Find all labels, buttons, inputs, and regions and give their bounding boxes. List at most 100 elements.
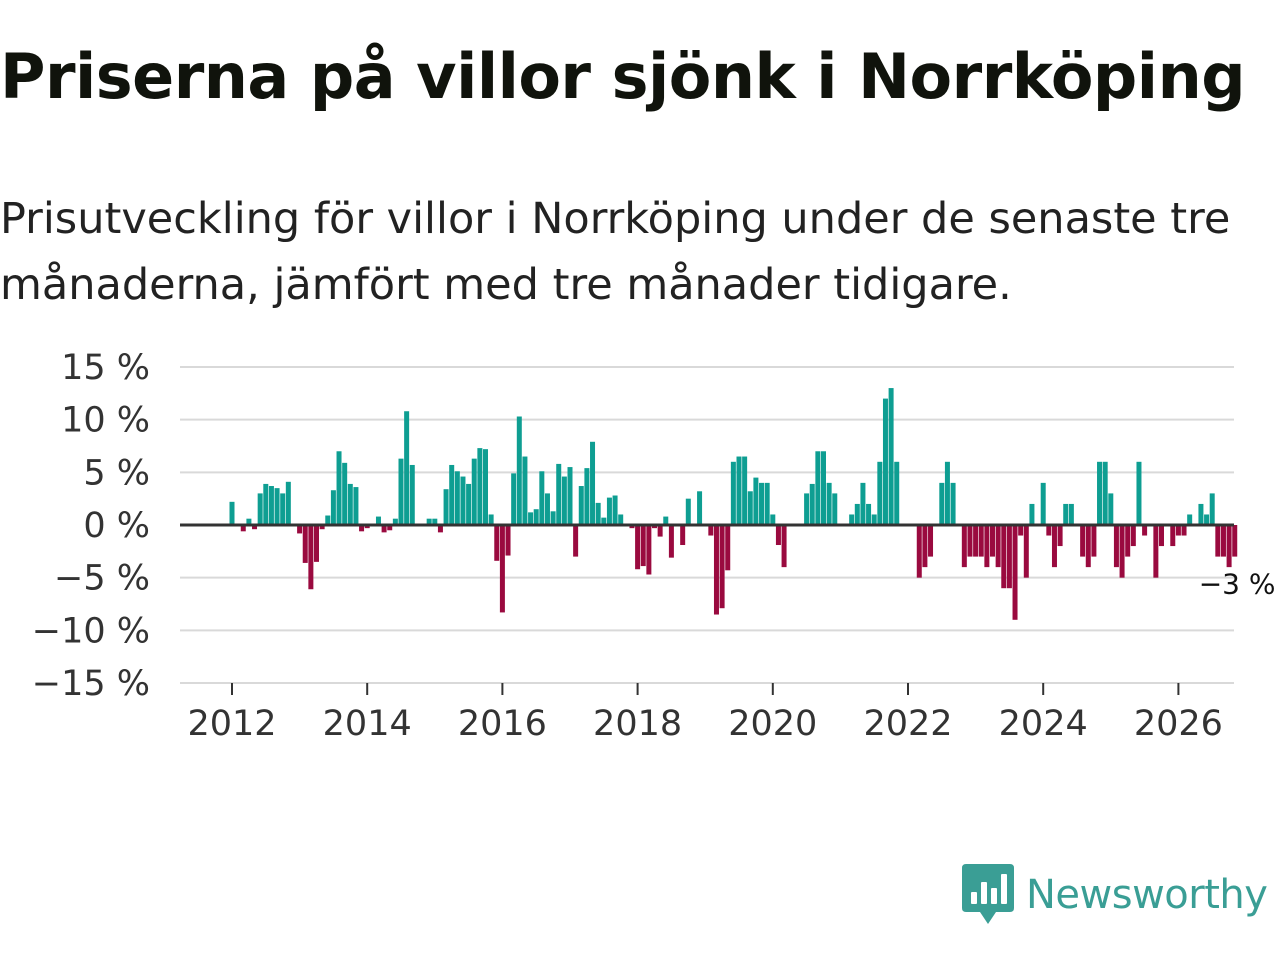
- bar: [995, 525, 1001, 568]
- bar: [770, 514, 776, 525]
- bar: [871, 514, 877, 525]
- bar: [488, 514, 494, 525]
- bar: [528, 512, 534, 525]
- bar: [1204, 514, 1210, 525]
- bar: [1198, 503, 1204, 525]
- x-tick-label: 2020: [728, 704, 817, 744]
- bar: [781, 525, 787, 568]
- bar: [1040, 482, 1046, 525]
- bar: [1187, 514, 1193, 525]
- bar: [302, 525, 308, 563]
- bar: [809, 483, 815, 525]
- bar: [550, 511, 556, 525]
- bar: [680, 525, 686, 546]
- bar: [601, 517, 607, 525]
- bar: [1063, 503, 1069, 525]
- bar: [1175, 525, 1181, 536]
- chart-title: Priserna på villor sjönk i Norrköping: [0, 40, 1246, 113]
- y-tick-label: −10 %: [32, 611, 150, 651]
- bar: [1215, 525, 1221, 557]
- bar: [533, 509, 539, 525]
- bar: [826, 482, 832, 525]
- bar: [697, 491, 703, 525]
- bar: [821, 451, 826, 525]
- bar: [460, 476, 466, 525]
- bar: [359, 525, 365, 532]
- bar: [1046, 525, 1052, 536]
- bar: [1136, 461, 1142, 525]
- y-tick-label: 5 %: [83, 453, 150, 493]
- y-axis-labels: 15 % 10 % 5 % 0 % −5 % −10 % −15 %: [32, 348, 150, 704]
- bar: [1130, 525, 1136, 547]
- bar: [522, 456, 528, 525]
- chart-subtitle: Prisutveckling för villor i Norrköping u…: [0, 194, 1231, 310]
- bar: [252, 525, 258, 530]
- bar: [257, 493, 263, 525]
- bar: [567, 467, 573, 525]
- y-tick-label: −15 %: [32, 664, 150, 704]
- bar: [1119, 525, 1125, 578]
- bar: [1159, 525, 1164, 547]
- bar: [944, 461, 950, 525]
- bar: [432, 518, 438, 525]
- bar: [973, 525, 979, 557]
- bar: [325, 515, 331, 525]
- bar: [1097, 461, 1103, 525]
- bar: [229, 501, 235, 525]
- bar: [747, 491, 753, 525]
- bar: [1142, 525, 1148, 536]
- bar: [584, 468, 590, 525]
- bar: [1153, 525, 1159, 578]
- bar: [629, 525, 635, 529]
- bar: [387, 525, 393, 531]
- bar: [494, 525, 500, 561]
- bar: [330, 490, 336, 525]
- x-tick-label: 2016: [458, 704, 547, 744]
- bar: [764, 482, 770, 525]
- bar: [516, 416, 522, 525]
- bar: [668, 525, 674, 558]
- bar: [1080, 525, 1086, 557]
- x-tick-label: 2014: [323, 704, 412, 744]
- bar: [466, 483, 472, 525]
- bar: [775, 525, 781, 546]
- bar: [375, 516, 381, 525]
- bar: [1023, 525, 1029, 578]
- bar: [753, 477, 759, 525]
- bar: [730, 461, 736, 525]
- bar: [342, 462, 348, 525]
- bar: [381, 525, 387, 533]
- bar: [297, 525, 303, 534]
- bar: [1226, 525, 1232, 568]
- bar: [685, 498, 691, 525]
- bar: [736, 456, 742, 525]
- bar: [606, 497, 612, 525]
- bar: [922, 525, 928, 568]
- bar: [426, 518, 432, 525]
- bar: [449, 464, 455, 525]
- bar: [364, 525, 370, 529]
- bar: [246, 518, 252, 525]
- bar: [409, 464, 415, 525]
- bar: [928, 525, 934, 557]
- bar: [635, 525, 641, 570]
- bar: [240, 525, 246, 532]
- brand-name: Newsworthy: [1026, 872, 1268, 918]
- bar: [556, 463, 562, 525]
- bar: [1051, 525, 1057, 568]
- bar: [1085, 525, 1091, 568]
- bar: [888, 388, 894, 525]
- bar: [1006, 525, 1012, 589]
- bar: [713, 525, 719, 615]
- y-tick-label: 15 %: [61, 348, 150, 388]
- x-tick-label: 2012: [187, 704, 276, 744]
- bar: [268, 486, 274, 525]
- bar: [347, 483, 353, 525]
- bar: [663, 516, 669, 525]
- bar: [652, 525, 657, 529]
- bar: [984, 525, 990, 568]
- newsworthy-logo-icon: [962, 864, 1014, 924]
- bar: [285, 481, 291, 525]
- bar: [950, 482, 956, 525]
- bar: [539, 471, 545, 525]
